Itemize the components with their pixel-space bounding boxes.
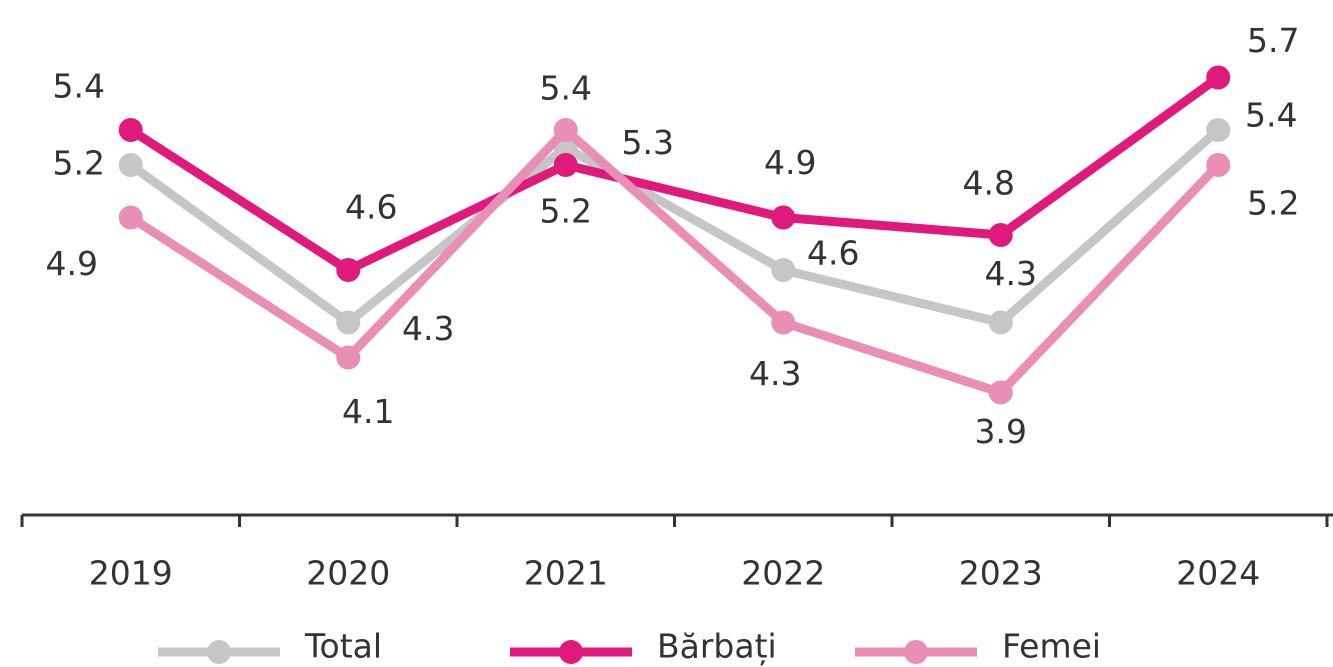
point	[118, 118, 143, 142]
series-line	[128, 126, 1222, 327]
x-tick-label: 2022	[741, 554, 825, 593]
data-label: 4.6	[807, 234, 859, 273]
point	[553, 153, 578, 177]
series-line	[128, 125, 1222, 397]
data-label: 5.2	[1247, 184, 1299, 223]
data-label: 4.6	[345, 188, 397, 227]
point	[988, 223, 1013, 247]
point	[118, 153, 143, 177]
data-label: 5.2	[53, 144, 105, 183]
legend-marker	[904, 640, 928, 664]
point	[1206, 65, 1231, 90]
data-label: 4.9	[46, 244, 98, 283]
data-label: 4.8	[963, 164, 1015, 203]
point	[336, 258, 361, 282]
x-tick-label: 2024	[1176, 554, 1260, 593]
data-label: 5.4	[53, 67, 105, 106]
point	[1206, 118, 1231, 142]
point	[771, 205, 796, 230]
data-label: 4.1	[342, 392, 394, 431]
x-tick-label: 2019	[89, 554, 173, 593]
x-tick-label: 2020	[306, 554, 390, 593]
data-label: 4.3	[402, 309, 454, 348]
data-label: 5.3	[622, 123, 674, 162]
data-label: 4.3	[749, 354, 801, 393]
point	[988, 380, 1013, 405]
legend-label: Bărbați	[657, 627, 777, 667]
point	[988, 310, 1013, 335]
legend-label: Femei	[1002, 627, 1101, 666]
data-label: 5.4	[540, 69, 592, 108]
data-label: 4.3	[985, 254, 1037, 293]
x-tick-label: 2023	[959, 554, 1043, 593]
data-label: 4.9	[764, 143, 816, 182]
point	[336, 310, 361, 335]
point	[1206, 153, 1231, 177]
legend-label: Total	[304, 627, 382, 666]
point	[771, 310, 796, 335]
data-label: 5.7	[1247, 21, 1299, 60]
point	[553, 118, 578, 142]
point	[118, 205, 143, 230]
point	[771, 258, 796, 282]
data-label: 5.4	[1245, 96, 1297, 135]
data-label: 5.2	[540, 192, 592, 231]
legend-marker	[559, 640, 583, 664]
x-tick-label: 2021	[524, 554, 608, 593]
legend-marker	[207, 640, 231, 664]
series-line	[128, 73, 1221, 275]
point	[336, 345, 361, 370]
data-label: 3.9	[975, 412, 1027, 451]
